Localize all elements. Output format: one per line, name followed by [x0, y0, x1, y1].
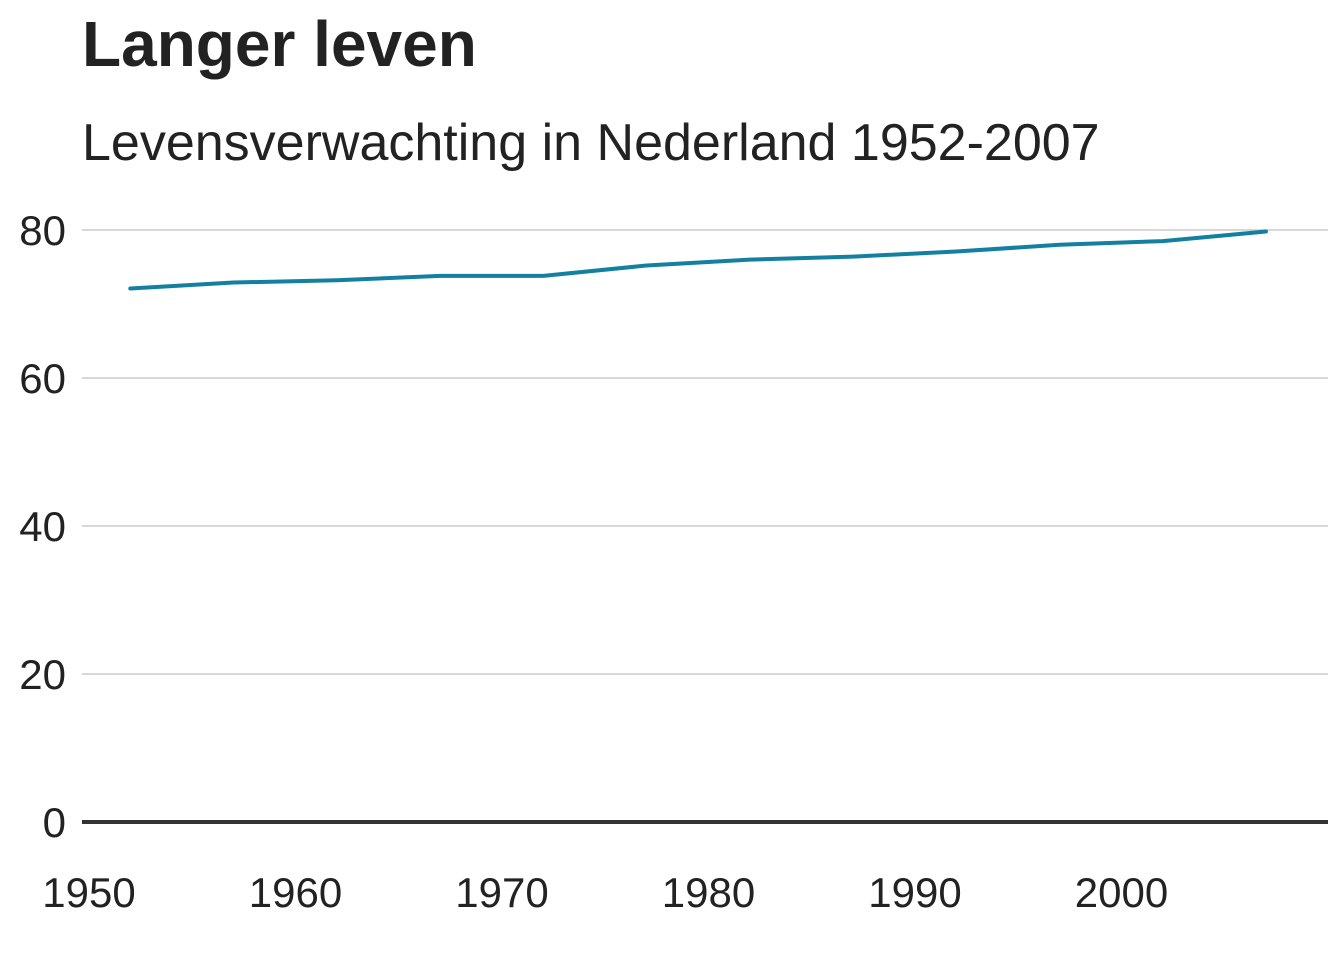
y-axis-ticks: 0 20 40 60 80 [19, 207, 66, 846]
y-tick-label-80: 80 [19, 207, 66, 254]
x-tick-label-1950: 1950 [42, 869, 135, 916]
y-tick-label-0: 0 [43, 799, 66, 846]
chart-subtitle: Levensverwachting in Nederland 1952-2007 [82, 114, 1100, 172]
x-tick-label-2000: 2000 [1075, 869, 1168, 916]
x-tick-label-1970: 1970 [455, 869, 548, 916]
y-tick-label-40: 40 [19, 503, 66, 550]
series-line-0 [128, 229, 1268, 291]
chart-title: Langer leven [82, 8, 477, 80]
gridlines [82, 229, 1328, 675]
x-tick-label-1990: 1990 [868, 869, 961, 916]
x-tick-label-1960: 1960 [249, 869, 342, 916]
series-layer [128, 229, 1268, 291]
x-tick-label-1980: 1980 [662, 869, 755, 916]
x-axis-ticks: 1950 1960 1970 1980 1990 2000 [42, 869, 1168, 916]
y-tick-label-60: 60 [19, 355, 66, 402]
y-tick-label-20: 20 [19, 651, 66, 698]
